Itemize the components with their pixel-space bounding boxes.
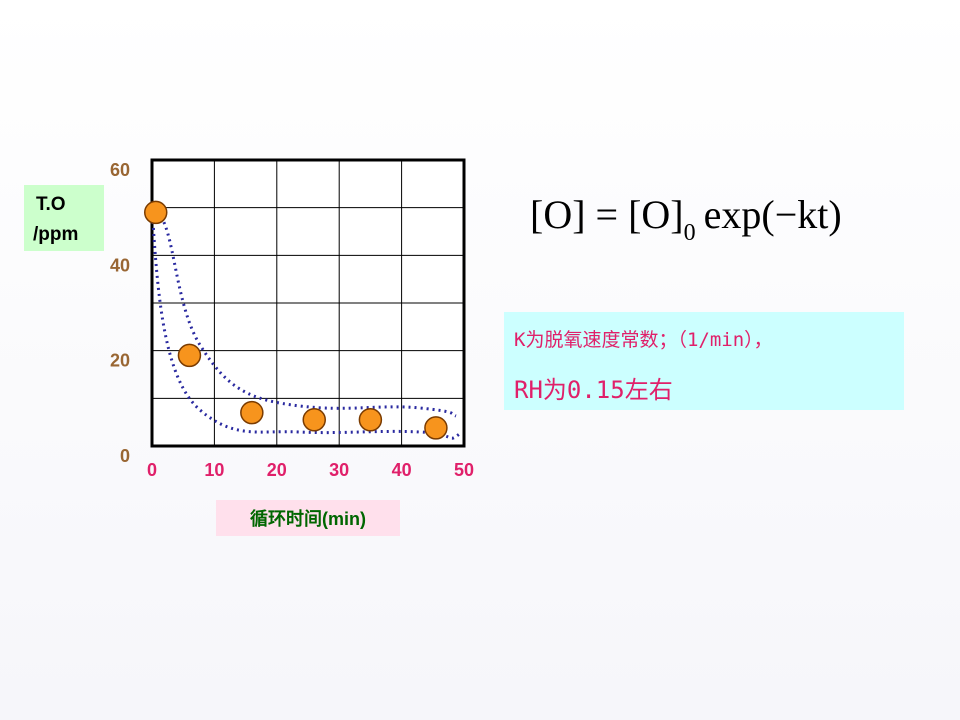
- y-label: T.O: [36, 194, 66, 215]
- formula: [O] = [O]0 exp(−kt): [530, 192, 842, 246]
- x-tick-label: 40: [392, 460, 412, 480]
- point: [358, 408, 383, 432]
- y-tick-label: 20: [110, 351, 130, 371]
- formula-left: [O] = [O]: [530, 192, 684, 237]
- x-tick-label: 10: [204, 460, 224, 480]
- x-label: 循环时间(min): [250, 508, 366, 529]
- point: [240, 400, 264, 425]
- envelope-curve: [151, 221, 463, 440]
- formula-right: exp(−kt): [704, 192, 842, 237]
- point: [177, 343, 202, 368]
- y-tick-label: 40: [110, 255, 130, 275]
- x-tick-label: 20: [267, 460, 287, 480]
- formula-subscript: 0: [684, 220, 696, 246]
- point: [424, 416, 448, 440]
- y-label-box: [24, 185, 104, 251]
- note: K为脱氧速度常数；（1/min），: [514, 329, 773, 351]
- point: [302, 408, 326, 432]
- envelope-curve: [151, 208, 457, 418]
- note-box: [504, 312, 904, 410]
- y-tick-label: 60: [110, 160, 130, 180]
- y-label: /ppm: [33, 224, 78, 245]
- x-tick-label: 30: [329, 460, 349, 480]
- x-tick-label: 0: [147, 460, 157, 480]
- point: [143, 200, 168, 225]
- note: RH为0.15左右: [514, 376, 673, 404]
- y-tick-label: 0: [120, 446, 130, 466]
- x-tick-label: 50: [454, 460, 474, 480]
- x-label-box: [216, 500, 400, 536]
